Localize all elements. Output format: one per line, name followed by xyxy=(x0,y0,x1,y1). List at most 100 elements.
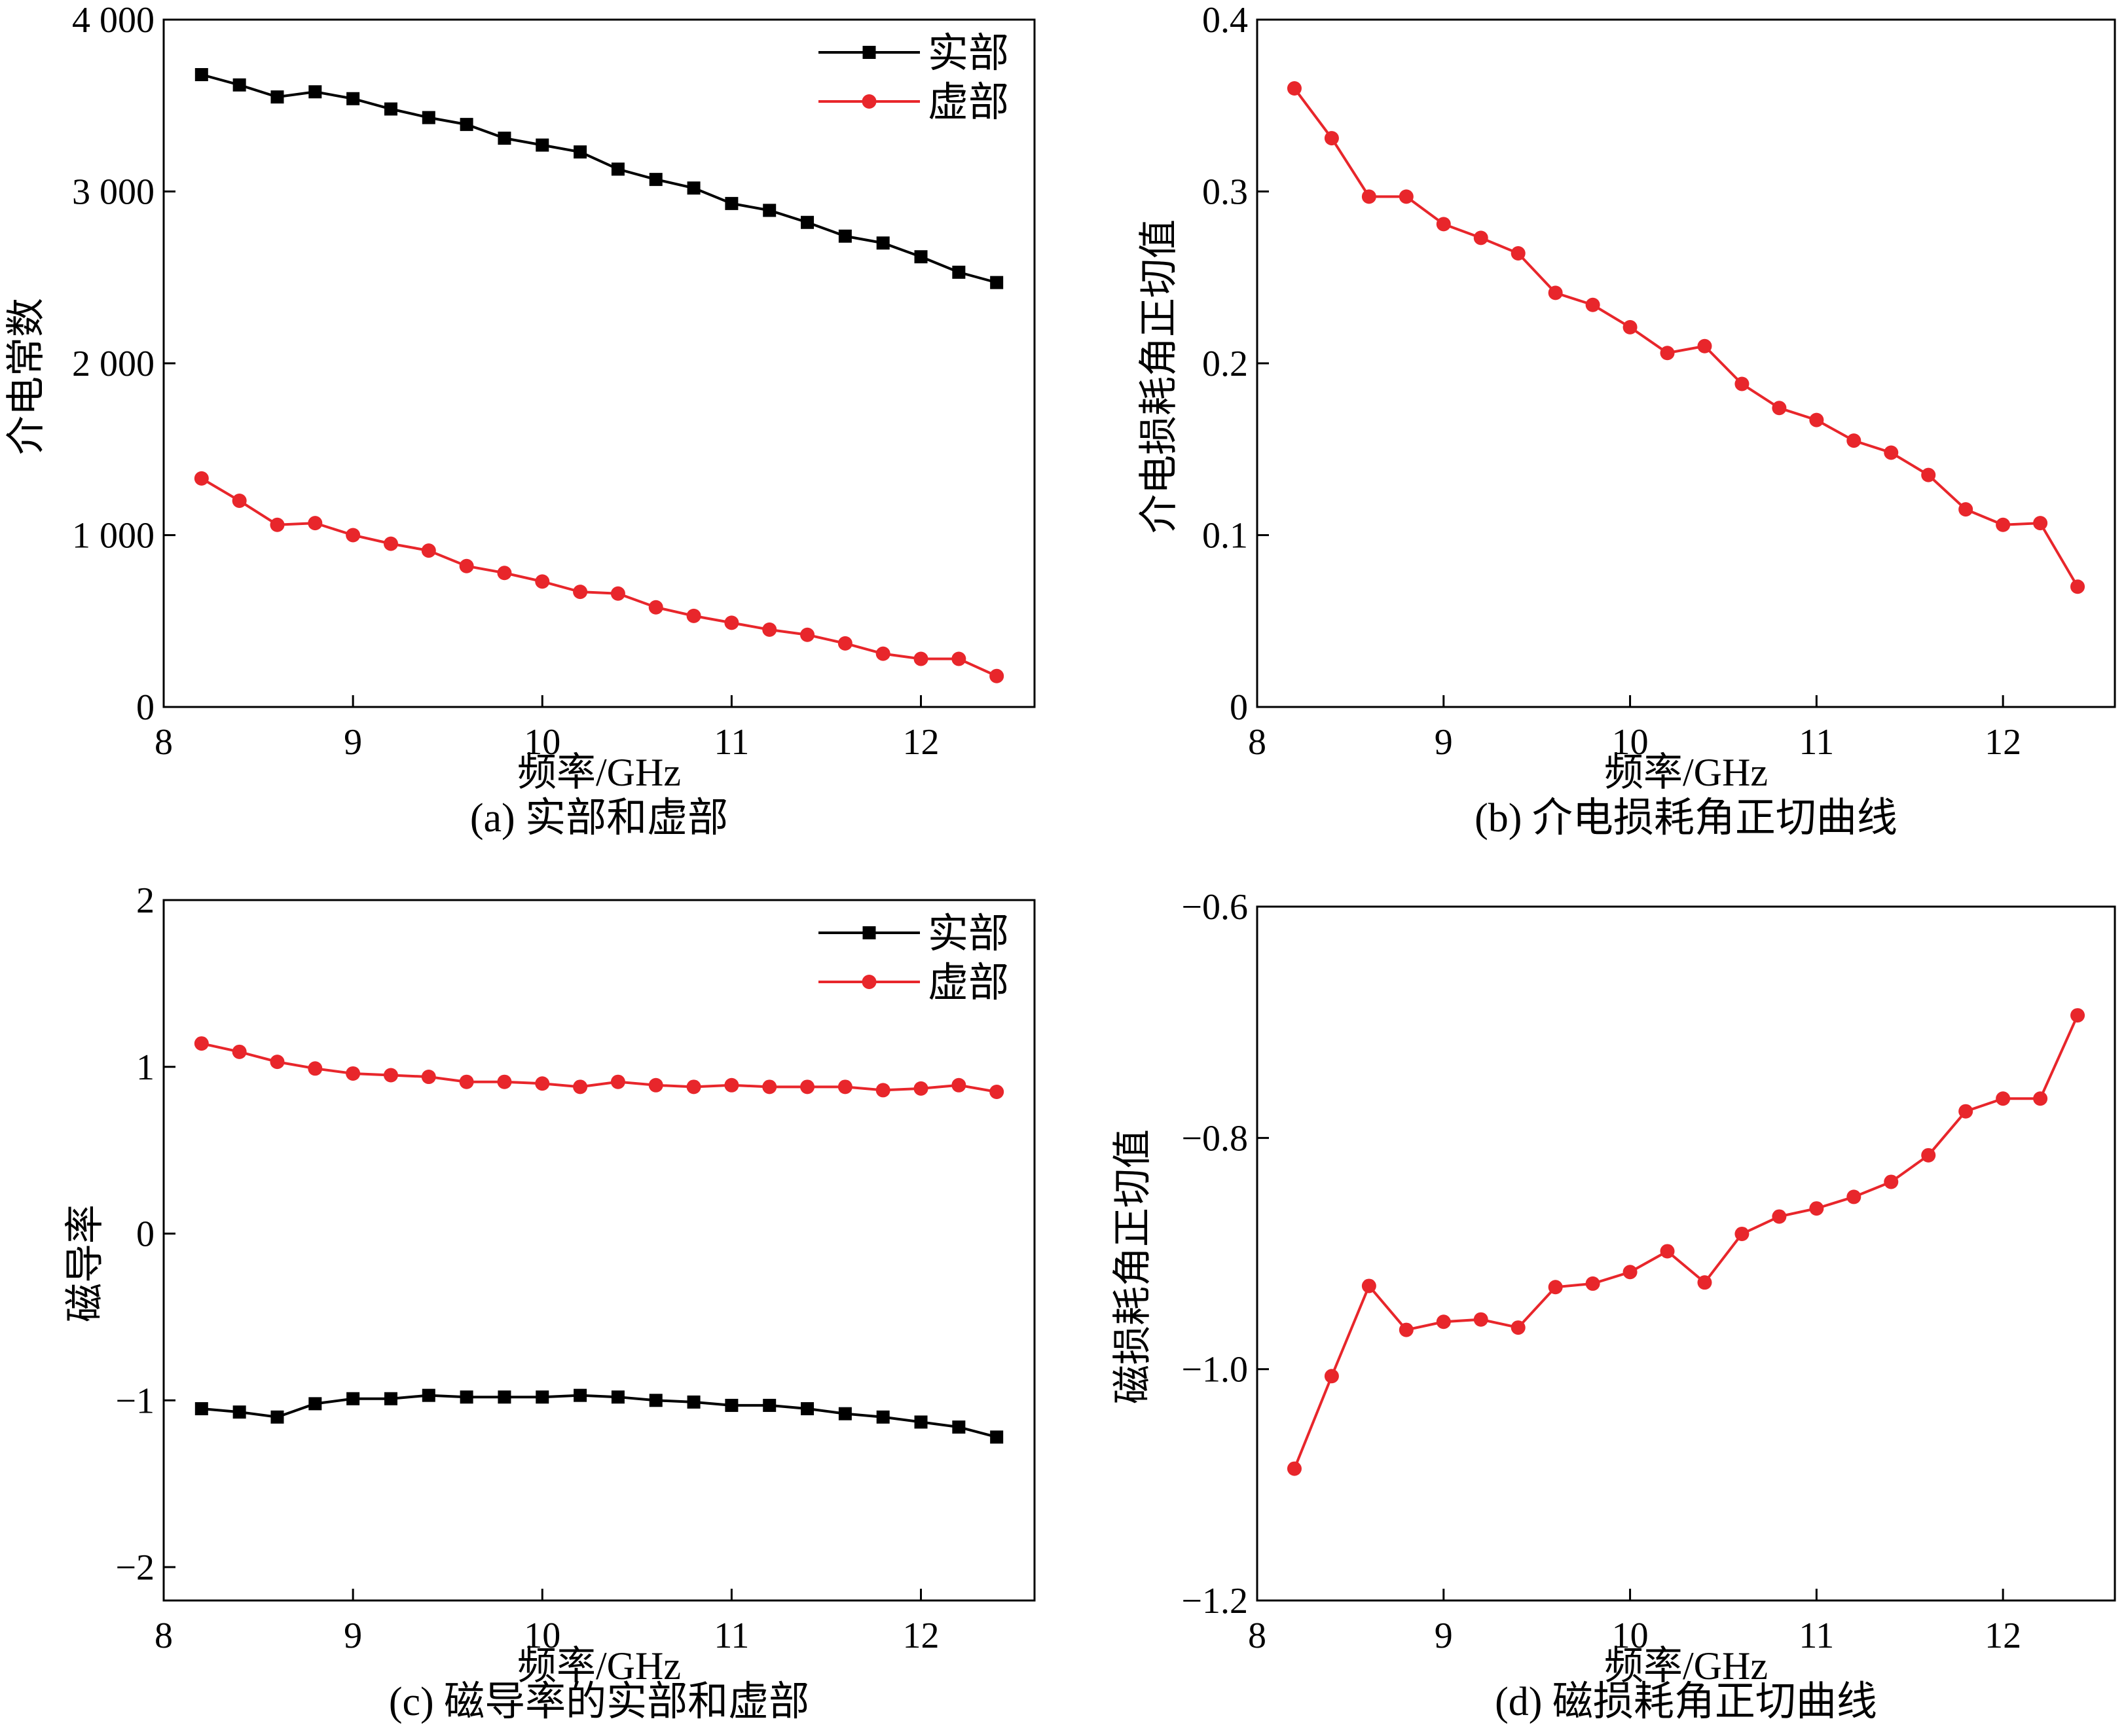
data-point xyxy=(914,250,928,264)
data-point xyxy=(384,1392,397,1405)
chart-caption: (b) 介电损耗角正切曲线 xyxy=(1475,796,1897,841)
data-point xyxy=(535,574,550,589)
data-point xyxy=(763,204,777,217)
x-tick-label: 11 xyxy=(714,1616,749,1656)
series-line xyxy=(1293,87,2079,588)
data-point xyxy=(497,566,512,581)
data-point xyxy=(536,1390,549,1404)
y-tick-label: −0.6 xyxy=(1181,887,1248,928)
legend-item: 虚部 xyxy=(818,81,1009,125)
data-point xyxy=(2070,579,2085,594)
data-point xyxy=(573,585,588,600)
data-point xyxy=(421,543,436,558)
series-line xyxy=(201,1042,997,1093)
y-tick-label: 1 xyxy=(136,1047,155,1088)
x-tick-label: 12 xyxy=(903,722,940,763)
x-axis-label: 频率/GHz xyxy=(1604,1644,1768,1688)
plot-frame xyxy=(1256,18,2116,708)
data-point xyxy=(383,536,398,551)
chart-a: 8 9 10 11 12 0 1 000 2 000 3 000 4 000 频率/GHz 介电常数 (… xyxy=(5,0,1036,841)
chart-caption: (c) 磁导率的实部和虚部 xyxy=(389,1680,809,1724)
data-point xyxy=(573,1079,588,1094)
data-point xyxy=(1399,1322,1414,1337)
data-point xyxy=(1361,1278,1376,1293)
data-point xyxy=(800,1079,815,1094)
chart-caption: (d) 磁损耗角正切曲线 xyxy=(1495,1680,1877,1724)
legend-marker xyxy=(862,46,876,59)
data-point xyxy=(1697,338,1712,353)
data-point xyxy=(724,615,739,630)
legend-marker xyxy=(862,926,876,939)
data-point xyxy=(232,1405,246,1419)
legend-marker xyxy=(862,975,877,989)
data-point xyxy=(1473,230,1488,245)
data-point xyxy=(686,608,701,623)
y-tick-label: 0.1 xyxy=(1202,516,1248,556)
data-point xyxy=(1287,81,1302,96)
y-axis-label: 磁导率 xyxy=(64,1204,107,1322)
data-point xyxy=(346,1066,361,1081)
data-point xyxy=(1809,1201,1824,1216)
data-point xyxy=(1921,467,1936,482)
data-point xyxy=(270,1410,284,1424)
y-tick-label: 0 xyxy=(136,1214,155,1255)
series-imag xyxy=(194,471,1004,683)
data-point xyxy=(1287,1461,1302,1476)
data-point xyxy=(800,627,815,642)
data-point xyxy=(1772,1209,1787,1224)
data-point xyxy=(1958,502,1973,517)
data-point xyxy=(1660,1244,1675,1259)
x-tick-label: 11 xyxy=(1799,722,1834,763)
data-point xyxy=(270,517,285,532)
data-point xyxy=(2033,516,2048,531)
x-tick-label: 8 xyxy=(1248,722,1266,763)
legend-label: 虚部 xyxy=(928,81,1009,125)
series-line xyxy=(1287,81,2085,594)
data-point xyxy=(498,132,511,145)
data-point xyxy=(725,196,739,210)
data-point xyxy=(1884,1174,1899,1189)
data-point xyxy=(536,138,549,152)
data-point xyxy=(1548,285,1563,300)
x-tick-label: 11 xyxy=(1799,1616,1834,1656)
legend-item: 实部 xyxy=(818,31,1009,76)
data-point xyxy=(1958,1104,1973,1119)
y-tick-label: 2 000 xyxy=(72,344,155,384)
data-point xyxy=(801,1402,815,1416)
data-point xyxy=(875,646,890,661)
data-point xyxy=(989,1084,1004,1099)
data-point xyxy=(308,85,322,99)
data-point xyxy=(913,1081,928,1096)
x-tick-label: 10 xyxy=(524,722,560,763)
x-tick-label: 10 xyxy=(1612,722,1649,763)
data-point xyxy=(838,229,852,243)
data-point xyxy=(270,1055,285,1070)
data-point xyxy=(384,102,397,116)
data-point xyxy=(535,1076,550,1091)
data-point xyxy=(270,90,284,104)
plot-frame xyxy=(162,18,1036,708)
data-point xyxy=(1622,319,1638,335)
data-point xyxy=(913,651,928,666)
data-point xyxy=(346,528,361,543)
data-point xyxy=(951,651,966,666)
y-tick-label: 0 xyxy=(1230,687,1248,728)
chart-caption: (a) 实部和虚部 xyxy=(470,796,728,841)
legend-label: 实部 xyxy=(928,912,1009,956)
y-tick-label: 3 000 xyxy=(72,172,155,213)
series-line xyxy=(201,1394,997,1439)
data-point xyxy=(1324,1369,1339,1384)
y-tick-label: −1.0 xyxy=(1181,1350,1248,1390)
x-axis-label: 频率/GHz xyxy=(1604,751,1768,794)
legend-item: 实部 xyxy=(818,912,1009,956)
data-point xyxy=(649,1394,663,1407)
data-point xyxy=(232,494,247,508)
data-point xyxy=(875,1083,890,1098)
data-point xyxy=(687,181,701,195)
data-point xyxy=(610,586,625,601)
data-point xyxy=(649,173,663,187)
data-point xyxy=(837,1079,852,1094)
data-point xyxy=(1734,376,1750,391)
data-point xyxy=(838,1407,852,1420)
